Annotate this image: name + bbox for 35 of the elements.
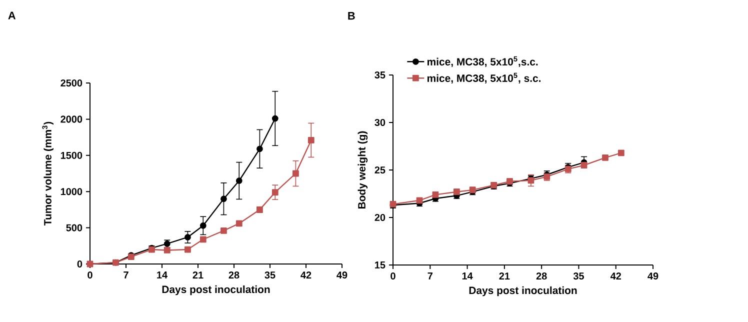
legend-label: mice, MC38, 5x10$^{5}$,s.c. (427, 56, 538, 68)
x-tick-label: 49 (336, 272, 348, 279)
y-tick-label: 35 (374, 71, 386, 79)
y-tick-label: 30 (374, 118, 386, 126)
y-tick-label: 20 (374, 214, 386, 222)
x-tick-label: 14 (157, 272, 168, 278)
x-tick-label: 7 (124, 272, 128, 278)
y-axis-title: Tumor volume (mm$^{3}$) (42, 122, 54, 226)
y-axis-title: Body weight (g) (358, 131, 368, 209)
x-axis-title: Days post inoculation (469, 286, 577, 296)
x-tick-label: 7 (428, 272, 432, 280)
x-tick-label: 14 (462, 272, 473, 280)
x-tick-label: 0 (390, 272, 396, 280)
x-tick-label: 42 (610, 272, 621, 280)
x-tick-label: 42 (300, 272, 312, 278)
x-tick-label: 21 (192, 272, 204, 278)
x-tick-label: 21 (499, 272, 510, 280)
y-tick-label: 500 (66, 224, 82, 232)
legend-label: mice, MC38, 5x10$^{5}$, s.c. (427, 72, 541, 84)
y-tick-label: 15 (375, 262, 386, 268)
x-tick-label: 49 (648, 272, 658, 280)
x-axis-title: Days post inoculation (162, 285, 270, 296)
chart-title: B (348, 12, 355, 20)
y-tick-label: 1000 (60, 188, 82, 196)
y-tick-label: 2000 (60, 116, 82, 123)
chart-title: A (8, 12, 16, 20)
y-tick-label: 25 (374, 166, 386, 174)
x-tick-label: 0 (88, 272, 92, 279)
x-tick-label: 28 (228, 272, 240, 279)
x-tick-label: 35 (573, 272, 584, 280)
y-tick-label: 2500 (60, 79, 82, 87)
x-tick-label: 35 (264, 272, 276, 279)
x-tick-label: 28 (536, 272, 547, 280)
y-tick-label: 0 (77, 260, 82, 268)
y-tick-label: 1500 (60, 152, 82, 159)
